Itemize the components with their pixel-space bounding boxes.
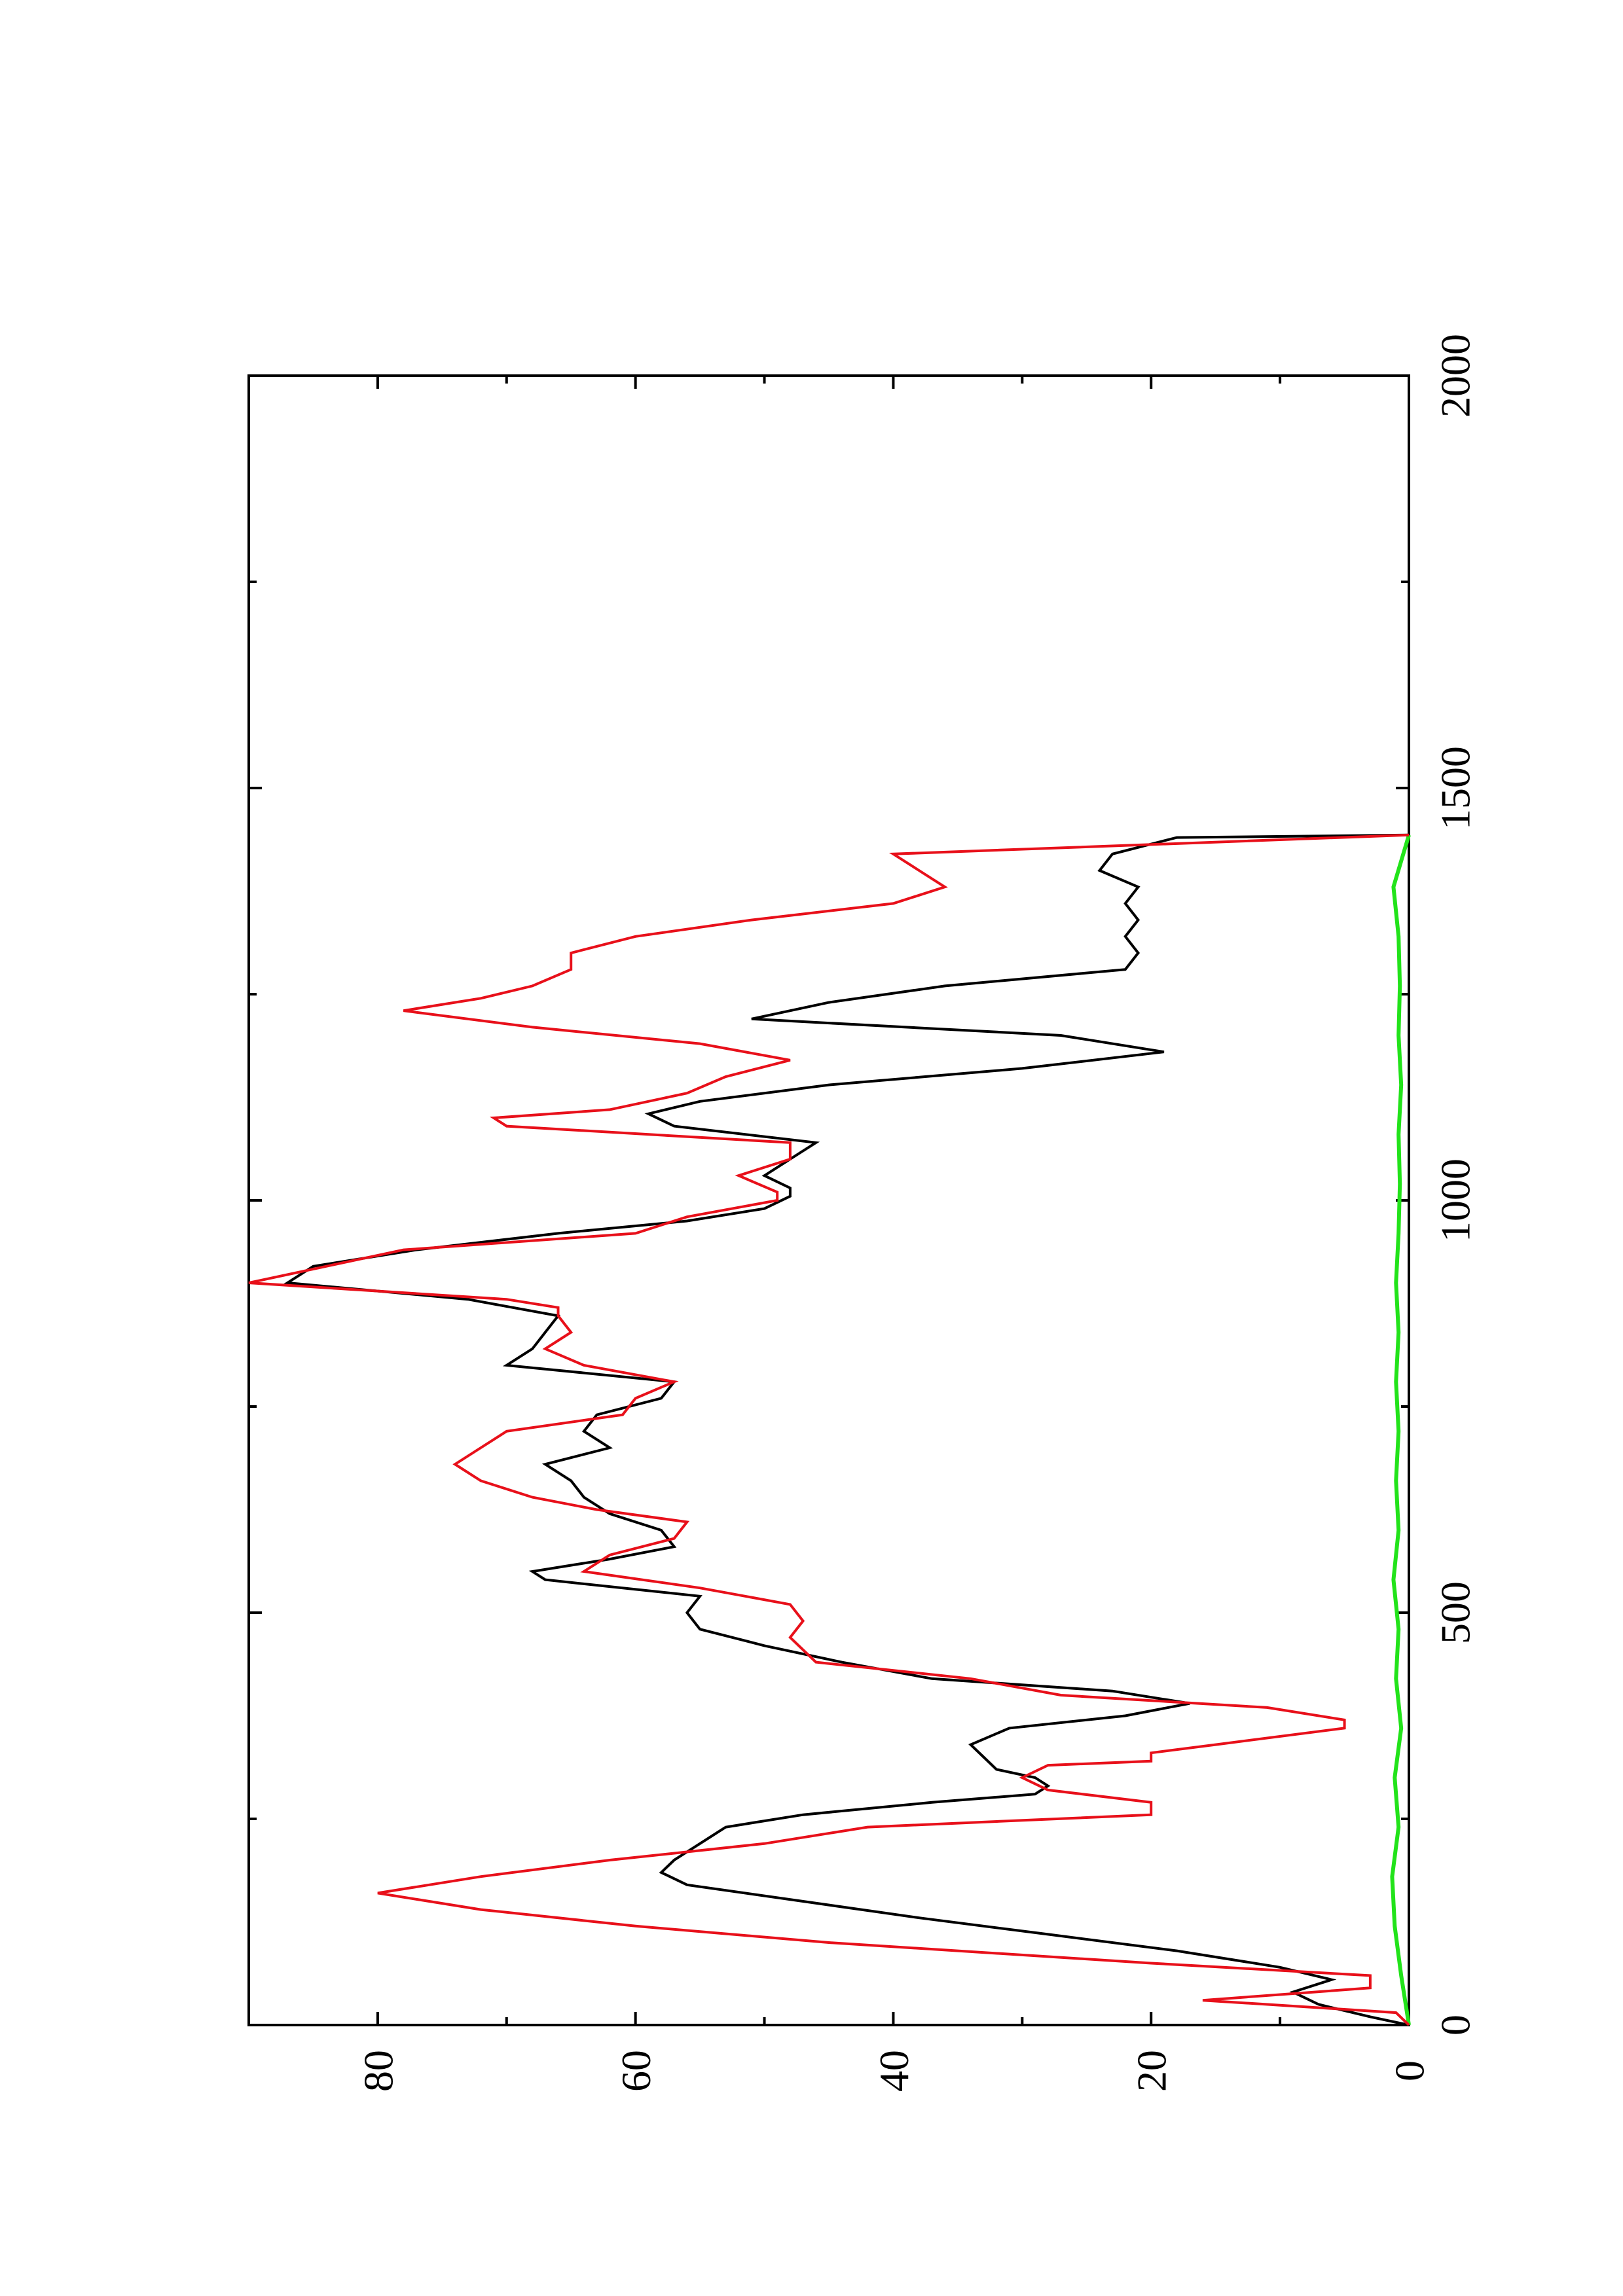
series-group: [248, 833, 1411, 2026]
y-tick-label: 80: [355, 2050, 401, 2092]
y-tick-label: 60: [613, 2050, 659, 2092]
series-line: [1390, 834, 1411, 2026]
series-line: [283, 833, 1410, 2026]
x-tick-label: 500: [1432, 1581, 1478, 1644]
x-tick-label: 1000: [1432, 1158, 1478, 1242]
y-tick-label: 20: [1129, 2050, 1175, 2092]
x-tick-label: 0: [1432, 2015, 1478, 2036]
series-line: [248, 833, 1410, 2026]
y-tick-label: 0: [1386, 2060, 1432, 2081]
axis-ticks: [249, 376, 1409, 2025]
x-tick-label: 1500: [1432, 746, 1478, 830]
y-tick-label: 40: [871, 2050, 917, 2092]
x-tick-label: 2000: [1432, 334, 1478, 418]
tick-labels: 0 500 1000 1500 2000 0 20 40 60 80: [355, 334, 1478, 2092]
plot-frame: [247, 374, 1410, 2026]
